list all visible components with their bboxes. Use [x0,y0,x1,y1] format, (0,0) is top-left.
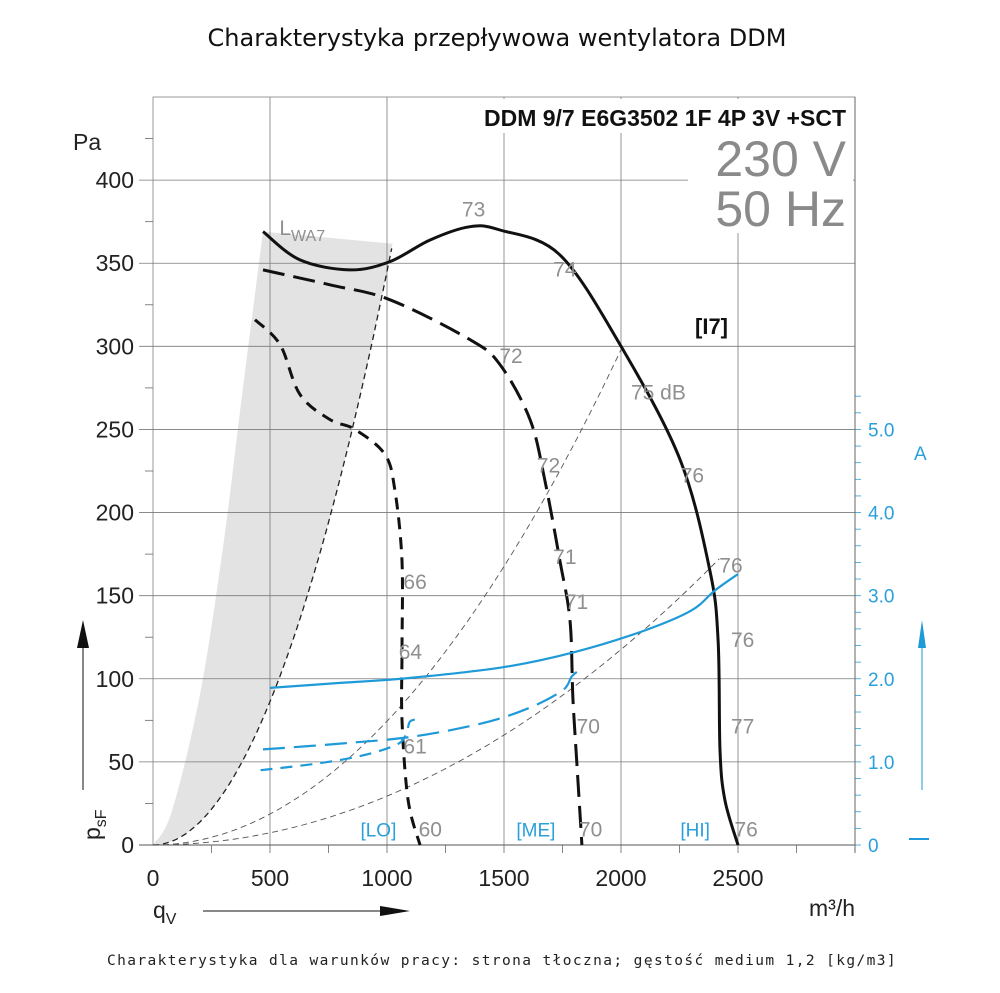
y2-tick-label: 1.0 [868,753,894,774]
page-title: Charakterystyka przepływowa wentylatora … [208,24,787,52]
sound-level-label: 76 [681,465,704,488]
y2-tick-label: 0 [868,836,879,857]
lwa7-label: LWA7 [279,217,325,245]
supply-label-background [688,133,853,233]
hi-pressure-curve [262,224,740,846]
sound-level-label: 73 [462,199,485,222]
lwa-shaded-region [153,231,393,846]
chart-title-model: DDM 9/7 E6G3502 1F 4P 3V +SCT [484,105,846,131]
sound-level-label: 60 [419,819,442,842]
annotations: LWA7 73 74 72 75 dB 72 76 71 66 71 76 76 64 70 77 61 60 7… [279,199,758,842]
x-tick-label: 500 [251,865,289,891]
lwa7-label-sub: WA7 [291,228,325,245]
sound-level-label: 77 [731,716,754,739]
y-unit-label: Pa [73,129,101,155]
y-axis-title-sub: sF [93,809,110,827]
y2-tick-label: 4.0 [868,504,894,525]
speed-label: [HI] [680,821,710,842]
y-axis-title: psF [79,809,110,840]
y-tick-label: 250 [96,416,134,442]
x-tick-label: 2500 [712,865,763,891]
sound-level-label: 70 [579,819,602,842]
sound-level-label: 61 [403,736,426,759]
sound-level-label: 76 [735,819,758,842]
y-axis-title-main: p [79,827,105,840]
speed-label: [LO] [360,821,396,842]
x-tick-label: 0 [147,865,160,891]
y2-tick-label: 5.0 [868,420,894,441]
y-axis-arrow-head [77,620,89,648]
system-curve [153,558,720,846]
system-curve [153,349,622,846]
tick-labels: 0 500 1000 1500 2000 2500 0 50 100 150 200 250 300 35… [96,167,895,891]
curve-tag: [I7] [695,314,728,339]
x-axis-title-main: q [153,897,166,923]
lo-pressure-curve [253,318,422,846]
y-tick-label: 200 [96,500,134,526]
x-tick-label: 1000 [361,865,412,891]
y2-axis-arrow-head [918,620,926,648]
hi-current-curve [269,573,739,689]
sound-level-label: 71 [553,546,576,569]
y-tick-label: 400 [96,167,134,193]
y-tick-label: 350 [96,250,134,276]
x-axis-arrow-head [380,906,410,916]
y-tick-label: 50 [108,749,134,775]
me-current-curve [262,667,582,751]
sound-level-label: 66 [403,571,426,594]
sound-level-label: 64 [399,641,423,664]
me-pressure-curve [262,268,584,846]
speed-label: [ME] [516,821,555,842]
sound-level-label: 76 [719,554,742,577]
sound-level-label: 75 dB [631,382,686,405]
x-tick-label: 2000 [595,865,646,891]
system-curve [152,248,393,846]
footnote: Charakterystyka dla warunków pracy: stro… [107,953,897,969]
voltage-label: 230 V [715,131,846,187]
lwa-zone-fill [153,231,393,846]
y2-tick-label: 2.0 [868,670,894,691]
sound-level-label: 71 [565,591,588,614]
sound-level-label: 72 [499,345,522,368]
x-axis-title: qV [153,897,177,928]
sound-level-label: 74 [553,259,577,282]
x-unit-label: m³/h [809,895,855,921]
model-label-background [388,99,853,133]
svg-text:psF: psF [79,809,110,840]
sound-level-label: 72 [537,455,560,478]
y-tick-label: 150 [96,583,134,609]
lwa7-label-main: L [279,217,291,240]
sound-level-label: 76 [731,629,754,652]
system-curves [152,248,720,846]
x-tick-label: 1500 [478,865,529,891]
data-series [253,224,740,846]
x-axis-title-sub: V [166,911,177,928]
y2-unit-label: A [914,444,927,465]
y-tick-label: 300 [96,333,134,359]
frequency-label: 50 Hz [715,181,846,237]
y-tick-label: 100 [96,666,134,692]
lo-current-curve [260,717,423,772]
y2-tick-label: 3.0 [868,587,894,608]
y-tick-label: 0 [121,832,134,858]
sound-level-label: 70 [577,716,600,739]
